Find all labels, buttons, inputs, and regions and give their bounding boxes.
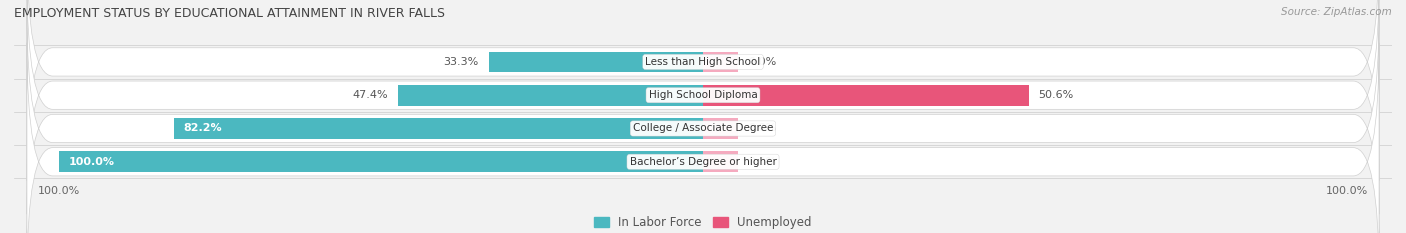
FancyBboxPatch shape	[27, 0, 1379, 214]
FancyBboxPatch shape	[27, 43, 1379, 233]
Text: 50.6%: 50.6%	[1039, 90, 1074, 100]
Text: College / Associate Degree: College / Associate Degree	[633, 123, 773, 134]
Text: Less than High School: Less than High School	[645, 57, 761, 67]
Text: 0.0%: 0.0%	[748, 157, 776, 167]
Bar	[703, 118, 738, 139]
Bar	[703, 85, 1029, 106]
Text: 100.0%: 100.0%	[69, 157, 115, 167]
Bar	[703, 151, 738, 172]
Text: Bachelor’s Degree or higher: Bachelor’s Degree or higher	[630, 157, 776, 167]
Bar	[489, 51, 703, 72]
Bar	[703, 51, 738, 72]
Text: 33.3%: 33.3%	[444, 57, 479, 67]
Text: 82.2%: 82.2%	[183, 123, 222, 134]
Bar	[174, 118, 703, 139]
FancyBboxPatch shape	[27, 0, 1379, 181]
Text: 0.0%: 0.0%	[748, 57, 776, 67]
Text: Source: ZipAtlas.com: Source: ZipAtlas.com	[1281, 7, 1392, 17]
Text: EMPLOYMENT STATUS BY EDUCATIONAL ATTAINMENT IN RIVER FALLS: EMPLOYMENT STATUS BY EDUCATIONAL ATTAINM…	[14, 7, 446, 20]
Text: 0.0%: 0.0%	[748, 123, 776, 134]
Bar	[398, 85, 703, 106]
Bar	[59, 151, 703, 172]
Text: High School Diploma: High School Diploma	[648, 90, 758, 100]
Legend: In Labor Force, Unemployed: In Labor Force, Unemployed	[595, 216, 811, 229]
Text: 47.4%: 47.4%	[353, 90, 388, 100]
FancyBboxPatch shape	[27, 10, 1379, 233]
